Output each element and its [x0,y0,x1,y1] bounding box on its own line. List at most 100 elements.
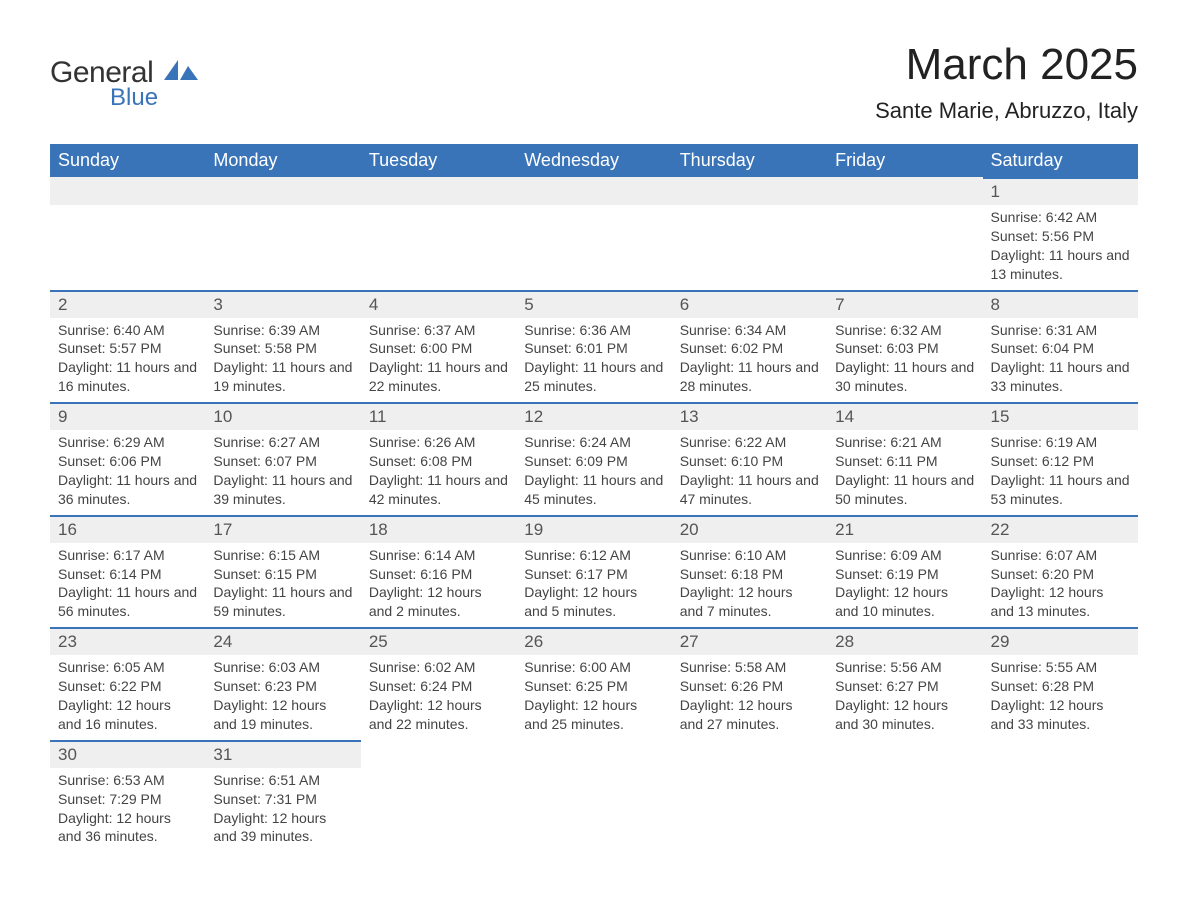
calendar-cell-info [205,205,360,290]
day-number: 27 [672,627,827,655]
calendar-cell-info: Sunrise: 6:39 AMSunset: 5:58 PMDaylight:… [205,318,360,403]
calendar-cell-info: Sunrise: 6:10 AMSunset: 6:18 PMDaylight:… [672,543,827,628]
calendar-cell-info: Sunrise: 6:27 AMSunset: 6:07 PMDaylight:… [205,430,360,515]
day-info: Sunrise: 6:37 AMSunset: 6:00 PMDaylight:… [361,318,516,403]
calendar-cell-num: 31 [205,740,360,768]
calendar-cell-num [50,177,205,205]
calendar-cell-num: 30 [50,740,205,768]
blank-day-number [361,177,516,205]
day-number: 8 [983,290,1138,318]
day-number: 17 [205,515,360,543]
day-info: Sunrise: 6:42 AMSunset: 5:56 PMDaylight:… [983,205,1138,290]
calendar-cell-info: Sunrise: 6:09 AMSunset: 6:19 PMDaylight:… [827,543,982,628]
calendar-cell-info: Sunrise: 6:14 AMSunset: 6:16 PMDaylight:… [361,543,516,628]
blank-day-info [672,205,827,285]
day-info: Sunrise: 6:32 AMSunset: 6:03 PMDaylight:… [827,318,982,403]
calendar-cell-info: Sunrise: 5:56 AMSunset: 6:27 PMDaylight:… [827,655,982,740]
calendar-cell-num [827,740,982,768]
calendar-cell-info: Sunrise: 6:24 AMSunset: 6:09 PMDaylight:… [516,430,671,515]
day-info: Sunrise: 6:07 AMSunset: 6:20 PMDaylight:… [983,543,1138,628]
day-number: 15 [983,402,1138,430]
day-number: 1 [983,177,1138,205]
day-info: Sunrise: 6:14 AMSunset: 6:16 PMDaylight:… [361,543,516,628]
calendar-cell-num: 12 [516,402,671,430]
calendar-info-row: Sunrise: 6:42 AMSunset: 5:56 PMDaylight:… [50,205,1138,290]
calendar-table: SundayMondayTuesdayWednesdayThursdayFrid… [50,144,1138,852]
day-info: Sunrise: 6:36 AMSunset: 6:01 PMDaylight:… [516,318,671,403]
calendar-cell-info [361,768,516,853]
calendar-cell-num [516,740,671,768]
blank-day-info [672,768,827,848]
calendar-cell-num: 25 [361,627,516,655]
day-number: 14 [827,402,982,430]
calendar-cell-num: 23 [50,627,205,655]
calendar-cell-num: 17 [205,515,360,543]
blank-day-info [827,205,982,285]
blank-day-info [50,205,205,285]
day-number: 13 [672,402,827,430]
day-info: Sunrise: 6:29 AMSunset: 6:06 PMDaylight:… [50,430,205,515]
blank-day-info [827,768,982,848]
blank-day-number [516,177,671,205]
day-info: Sunrise: 6:15 AMSunset: 6:15 PMDaylight:… [205,543,360,628]
calendar-cell-info: Sunrise: 6:53 AMSunset: 7:29 PMDaylight:… [50,768,205,853]
day-info: Sunrise: 6:17 AMSunset: 6:14 PMDaylight:… [50,543,205,628]
calendar-cell-num: 9 [50,402,205,430]
day-number: 19 [516,515,671,543]
calendar-info-row: Sunrise: 6:17 AMSunset: 6:14 PMDaylight:… [50,543,1138,628]
calendar-cell-info: Sunrise: 5:58 AMSunset: 6:26 PMDaylight:… [672,655,827,740]
day-number: 29 [983,627,1138,655]
calendar-cell-info [361,205,516,290]
blank-day-info [361,768,516,848]
weekday-header: Thursday [672,144,827,177]
calendar-cell-num: 6 [672,290,827,318]
day-info: Sunrise: 6:12 AMSunset: 6:17 PMDaylight:… [516,543,671,628]
blank-day-info [361,205,516,285]
calendar-cell-info: Sunrise: 6:29 AMSunset: 6:06 PMDaylight:… [50,430,205,515]
day-number: 31 [205,740,360,768]
calendar-cell-info: Sunrise: 6:22 AMSunset: 6:10 PMDaylight:… [672,430,827,515]
calendar-cell-info: Sunrise: 6:03 AMSunset: 6:23 PMDaylight:… [205,655,360,740]
day-number: 5 [516,290,671,318]
day-info: Sunrise: 6:51 AMSunset: 7:31 PMDaylight:… [205,768,360,853]
calendar-cell-num: 10 [205,402,360,430]
calendar-cell-num: 19 [516,515,671,543]
calendar-info-row: Sunrise: 6:29 AMSunset: 6:06 PMDaylight:… [50,430,1138,515]
blank-day-info [516,768,671,848]
calendar-cell-info: Sunrise: 6:31 AMSunset: 6:04 PMDaylight:… [983,318,1138,403]
day-number: 24 [205,627,360,655]
calendar-cell-num: 14 [827,402,982,430]
day-number: 2 [50,290,205,318]
day-info: Sunrise: 5:56 AMSunset: 6:27 PMDaylight:… [827,655,982,740]
calendar-cell-num: 13 [672,402,827,430]
day-number: 9 [50,402,205,430]
day-number: 25 [361,627,516,655]
day-info: Sunrise: 6:03 AMSunset: 6:23 PMDaylight:… [205,655,360,740]
calendar-cell-num [827,177,982,205]
title-block: March 2025 Sante Marie, Abruzzo, Italy [875,40,1138,124]
calendar-cell-info: Sunrise: 6:12 AMSunset: 6:17 PMDaylight:… [516,543,671,628]
calendar-cell-info: Sunrise: 6:26 AMSunset: 6:08 PMDaylight:… [361,430,516,515]
calendar-cell-num: 22 [983,515,1138,543]
calendar-cell-info: Sunrise: 5:55 AMSunset: 6:28 PMDaylight:… [983,655,1138,740]
calendar-cell-num [361,740,516,768]
location: Sante Marie, Abruzzo, Italy [875,98,1138,124]
day-info: Sunrise: 6:27 AMSunset: 6:07 PMDaylight:… [205,430,360,515]
day-number: 11 [361,402,516,430]
calendar-cell-info [983,768,1138,853]
calendar-cell-info [50,205,205,290]
weekday-header: Friday [827,144,982,177]
day-info: Sunrise: 6:24 AMSunset: 6:09 PMDaylight:… [516,430,671,515]
day-info: Sunrise: 6:10 AMSunset: 6:18 PMDaylight:… [672,543,827,628]
calendar-cell-num [672,740,827,768]
calendar-cell-num: 4 [361,290,516,318]
calendar-cell-info: Sunrise: 6:17 AMSunset: 6:14 PMDaylight:… [50,543,205,628]
calendar-num-row: 1 [50,177,1138,205]
calendar-cell-info [827,205,982,290]
day-number: 16 [50,515,205,543]
calendar-num-row: 16171819202122 [50,515,1138,543]
calendar-cell-info: Sunrise: 6:02 AMSunset: 6:24 PMDaylight:… [361,655,516,740]
calendar-cell-num: 11 [361,402,516,430]
day-info: Sunrise: 6:31 AMSunset: 6:04 PMDaylight:… [983,318,1138,403]
day-info: Sunrise: 6:26 AMSunset: 6:08 PMDaylight:… [361,430,516,515]
